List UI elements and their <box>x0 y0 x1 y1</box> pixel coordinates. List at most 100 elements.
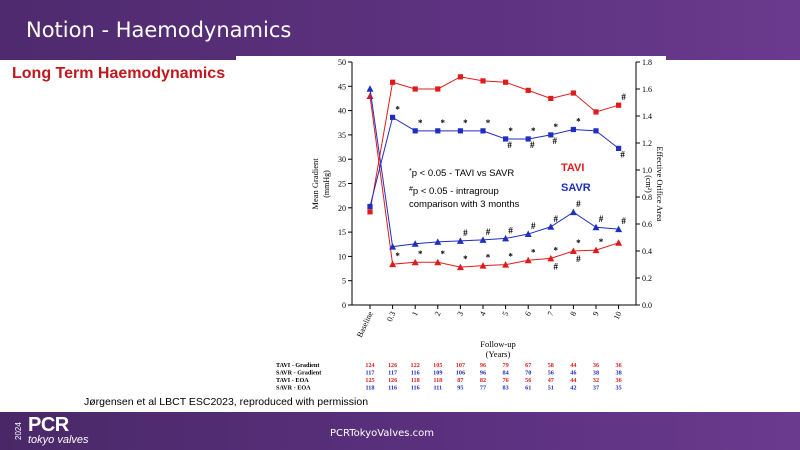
table-cell: 38 <box>593 370 599 377</box>
legend-note: comparison with 3 months <box>409 199 520 210</box>
slide-subtitle: Long Term Haemodynamics <box>12 65 226 82</box>
significance-mark: * <box>531 126 536 136</box>
data-point-tavi-gradient <box>434 258 442 266</box>
table-cell: 67 <box>525 362 531 369</box>
table-cell: 47 <box>548 377 554 384</box>
table-cell: 122 <box>411 362 420 369</box>
y-left-tick-label: 15 <box>338 228 346 237</box>
header-bar <box>0 0 800 60</box>
data-point-tavi-gradient <box>411 258 419 266</box>
data-point-savr-eoa <box>593 128 599 134</box>
significance-mark: # <box>508 225 513 235</box>
table-cell: 117 <box>388 370 397 377</box>
data-point-savr-eoa <box>367 203 373 210</box>
y-right-axis-units: (cm²) <box>644 175 653 193</box>
significance-mark: * <box>554 122 559 132</box>
data-point-savr-gradient <box>547 223 555 230</box>
significance-mark: # <box>621 216 626 226</box>
data-point-savr-eoa <box>480 128 486 134</box>
table-cell: 116 <box>411 370 420 377</box>
y-left-tick-label: 20 <box>338 204 346 213</box>
significance-mark: * <box>554 245 559 255</box>
data-point-tavi-gradient <box>366 92 374 100</box>
table-row-label: SAVR - Gradient <box>276 370 322 377</box>
significance-mark: * <box>576 238 581 248</box>
x-tick-label: 9 <box>591 310 601 317</box>
data-point-savr-eoa <box>457 128 463 134</box>
table-cell: 46 <box>570 370 576 377</box>
data-point-savr-eoa <box>435 128 441 134</box>
y-right-tick-label: 0.0 <box>642 301 652 310</box>
table-cell: 125 <box>365 377 374 384</box>
series-line-tavi-eoa <box>369 76 619 212</box>
significance-mark: * <box>576 117 581 127</box>
data-point-savr-gradient <box>502 234 510 242</box>
x-axis-title: Follow-up <box>480 339 515 349</box>
table-cell: 58 <box>548 362 554 369</box>
data-point-savr-gradient <box>569 208 577 216</box>
y-left-tick-label: 35 <box>338 131 346 140</box>
significance-mark: # <box>554 214 559 224</box>
data-point-savr-eoa <box>390 114 396 120</box>
data-point-tavi-eoa <box>570 90 576 96</box>
y-left-tick-label: 0 <box>342 301 346 310</box>
data-point-savr-gradient <box>411 240 419 247</box>
data-point-tavi-eoa <box>525 87 531 93</box>
legend-label-savr: SAVR <box>561 182 591 194</box>
legend-note: *p < 0.05 - TAVI vs SAVR <box>409 168 514 179</box>
data-point-savr-gradient <box>592 223 600 231</box>
data-point-tavi-gradient <box>547 254 555 262</box>
chart-svg: 051015202530354045500.00.20.40.60.81.01.… <box>276 58 665 392</box>
data-point-tavi-eoa <box>457 74 463 80</box>
footer-url[interactable]: PCRTokyoValves.com <box>330 428 435 439</box>
significance-mark: # <box>507 140 512 150</box>
data-point-savr-gradient <box>479 236 487 243</box>
table-cell: 118 <box>366 385 375 392</box>
table-cell: 32 <box>593 377 599 384</box>
table-cell: 126 <box>388 362 397 369</box>
x-tick-label: 2 <box>433 310 443 317</box>
x-tick-label: 4 <box>478 310 488 317</box>
data-point-tavi-gradient <box>524 256 532 264</box>
x-tick-label: 10 <box>612 310 624 321</box>
y-right-tick-label: 1.6 <box>642 85 652 94</box>
significance-mark: # <box>553 136 558 146</box>
significance-mark: * <box>463 118 468 128</box>
table-cell: 105 <box>433 362 442 369</box>
table-cell: 56 <box>525 377 531 384</box>
table-cell: 84 <box>503 370 509 377</box>
y-right-tick-label: 1.8 <box>642 58 652 67</box>
significance-mark: * <box>486 253 491 263</box>
y-right-tick-label: 0.6 <box>642 220 652 229</box>
x-tick-label: 0.3 <box>385 310 397 323</box>
table-cell: 44 <box>570 377 576 384</box>
table-cell: 44 <box>570 362 576 369</box>
y-right-axis-title: Effective Orifice Area <box>655 146 665 222</box>
y-right-tick-label: 1.0 <box>642 166 652 175</box>
table-cell: 76 <box>503 377 509 384</box>
data-point-savr-eoa <box>412 128 418 134</box>
data-point-savr-eoa <box>570 126 576 133</box>
y-left-tick-label: 30 <box>338 155 346 164</box>
y-right-tick-label: 0.2 <box>642 274 652 283</box>
table-cell: 79 <box>503 362 509 369</box>
significance-mark: * <box>395 104 400 114</box>
significance-mark: * <box>508 252 513 262</box>
significance-mark: # <box>530 140 535 150</box>
table-cell: 70 <box>525 370 531 377</box>
table-row-label: TAVI - EOA <box>276 377 309 384</box>
table-cell: 37 <box>593 385 599 392</box>
x-tick-label: 6 <box>523 310 533 317</box>
data-point-savr-gradient <box>524 230 532 238</box>
footer-year: 2024 <box>14 422 23 440</box>
significance-mark: * <box>395 251 400 261</box>
y-right-tick-label: 1.4 <box>642 112 652 121</box>
y-right-tick-label: 0.8 <box>642 193 652 202</box>
x-tick-label: 1 <box>410 310 420 317</box>
table-cell: 96 <box>480 362 486 369</box>
data-point-savr-eoa <box>548 132 554 138</box>
citation: Jørgensen et al LBCT ESC2023, reproduced… <box>84 396 369 408</box>
table-cell: 61 <box>525 385 531 392</box>
significance-mark: * <box>418 118 423 128</box>
data-point-tavi-eoa <box>616 102 622 108</box>
